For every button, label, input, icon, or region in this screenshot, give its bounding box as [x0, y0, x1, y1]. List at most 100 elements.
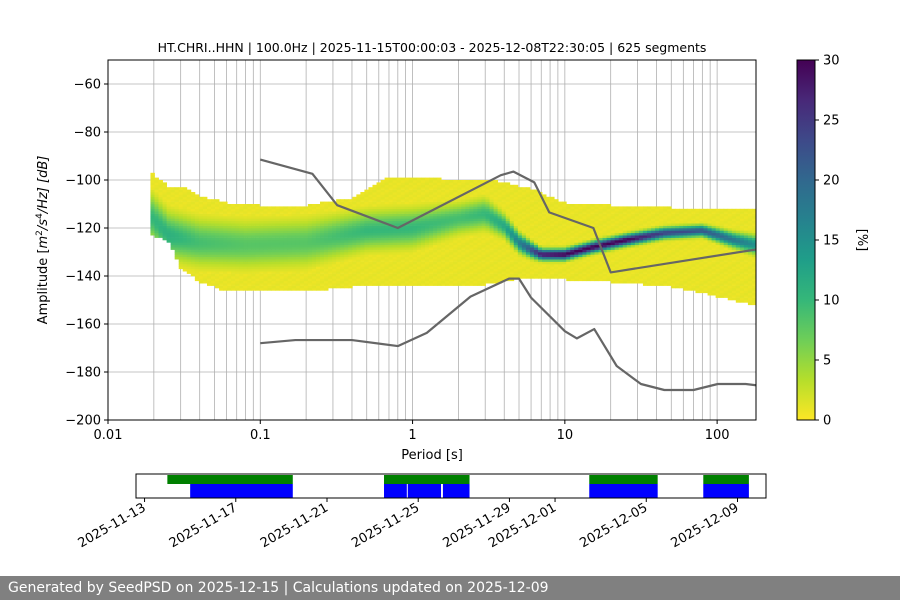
pdf-cell [384, 276, 390, 279]
pdf-cell [659, 256, 664, 260]
pdf-cell [279, 213, 285, 217]
pdf-cell [449, 220, 454, 224]
pdf-cell [445, 187, 450, 190]
pdf-cell [642, 261, 648, 265]
pdf-cell [231, 225, 236, 229]
pdf-cell [679, 254, 684, 258]
pdf-cell [340, 228, 345, 231]
pdf-cell [324, 242, 329, 246]
pdf-cell [166, 225, 172, 229]
pdf-cell [182, 249, 188, 253]
pdf-cell [420, 259, 426, 262]
pdf-cell [562, 240, 567, 243]
pdf-cell [691, 211, 696, 214]
pdf-cell [412, 228, 418, 231]
pdf-cell [251, 249, 256, 253]
pdf-cell [679, 223, 684, 226]
pdf-cell [295, 283, 301, 286]
pdf-cell [566, 276, 571, 279]
pdf-cell [332, 242, 337, 246]
pdf-cell [364, 194, 369, 198]
pdf-cell [647, 240, 652, 243]
pdf-cell [190, 259, 196, 262]
pdf-cell [461, 283, 466, 286]
pdf-cell [287, 235, 293, 238]
pdf-cell [311, 266, 317, 270]
pdf-cell [198, 237, 204, 241]
pdf-cell [150, 192, 155, 195]
pdf-cell [404, 271, 410, 274]
pdf-cell [283, 235, 289, 238]
pdf-cell [332, 247, 337, 250]
pdf-cell [525, 230, 531, 234]
pdf-cell [182, 216, 188, 219]
pdf-cell [578, 261, 583, 265]
pdf-cell [344, 276, 349, 279]
pdf-cell [340, 230, 345, 234]
pdf-cell [533, 220, 539, 224]
pdf-cell [493, 235, 499, 238]
pdf-cell [598, 261, 603, 265]
pdf-cell [505, 249, 511, 253]
pdf-cell [336, 266, 341, 270]
pdf-cell [437, 211, 442, 214]
pdf-cell [533, 240, 539, 243]
pdf-cell [679, 225, 684, 229]
pdf-cell [594, 230, 599, 234]
pdf-cell [219, 216, 224, 219]
pdf-cell [477, 228, 482, 231]
pdf-cell [223, 244, 228, 248]
pdf-cell [586, 268, 591, 272]
pdf-cell [481, 276, 486, 279]
pdf-cell [453, 254, 458, 258]
pdf-cell [546, 230, 551, 234]
pdf-cell [461, 194, 466, 198]
pdf-cell [659, 283, 664, 286]
pdf-cell [517, 266, 523, 270]
pdf-cell [376, 264, 381, 267]
pdf-cell [311, 288, 317, 291]
pdf-cell [505, 218, 511, 222]
pdf-cell [420, 230, 426, 234]
pdf-cell [198, 208, 204, 212]
pdf-cell [275, 230, 281, 234]
pdf-cell [626, 240, 632, 243]
pdf-cell [433, 252, 438, 255]
pdf-cell [150, 216, 155, 219]
pdf-cell [332, 225, 337, 229]
pdf-cell [392, 259, 398, 262]
pdf-cell [162, 235, 167, 238]
pdf-cell [412, 232, 418, 236]
pdf-cell [485, 213, 490, 217]
pdf-cell [150, 175, 155, 178]
pdf-cell [271, 273, 276, 277]
pdf-cell [247, 285, 252, 289]
pdf-cell [340, 249, 345, 253]
pdf-cell [388, 180, 394, 183]
pdf-cell [267, 232, 272, 236]
pdf-cell [630, 268, 636, 272]
pdf-cell [570, 225, 575, 229]
pdf-cell [243, 261, 248, 265]
pdf-cell [671, 276, 676, 279]
pdf-cell [384, 230, 390, 234]
pdf-cell [538, 266, 543, 270]
pdf-cell [562, 242, 567, 246]
pdf-cell [424, 182, 430, 186]
pdf-cell [489, 199, 494, 202]
pdf-cell [638, 261, 644, 265]
pdf-cell [606, 276, 612, 279]
pdf-cell [634, 271, 640, 274]
pdf-cell [315, 211, 321, 214]
pdf-cell [453, 194, 458, 198]
pdf-cell [336, 280, 341, 284]
pdf-cell [328, 220, 333, 224]
pdf-cell [614, 247, 620, 250]
pdf-cell [396, 254, 402, 258]
pdf-cell [340, 283, 345, 286]
pdf-cell [675, 220, 680, 224]
pdf-cell [562, 266, 567, 270]
pdf-cell [489, 278, 494, 282]
pdf-cell [186, 201, 192, 205]
pdf-cell [219, 261, 224, 265]
